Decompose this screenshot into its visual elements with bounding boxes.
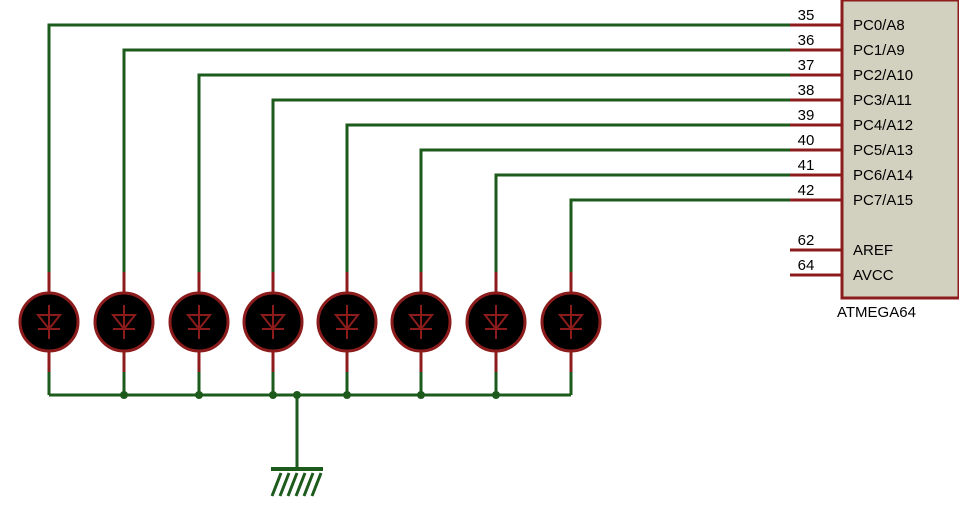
signal-wire [419, 148, 790, 272]
chip-pin[interactable]: 38 PC3/A11 [790, 82, 912, 109]
chip-pin[interactable]: 41 PC6/A14 [790, 157, 913, 184]
ground-hatch [270, 472, 283, 497]
chip-pin[interactable]: 35 PC0/A8 [790, 7, 905, 34]
pin-name: PC3/A11 [853, 92, 912, 109]
pin-number: 35 [798, 7, 815, 24]
led-icon[interactable] [465, 272, 527, 372]
diode-triangle [333, 314, 361, 331]
signal-wire [271, 98, 790, 272]
pin-name: AREF [853, 242, 893, 259]
signal-wire [122, 48, 790, 272]
led-icon[interactable] [168, 272, 230, 372]
chip-part-name: ATMEGA64 [837, 304, 916, 321]
chip-pin[interactable]: 42 PC7/A15 [790, 182, 913, 209]
ground-hatch [302, 472, 315, 497]
pin-name: AVCC [853, 267, 894, 284]
chip-pin[interactable]: 40 PC5/A13 [790, 132, 913, 159]
pin-name: PC0/A8 [853, 17, 905, 34]
pin-number: 42 [798, 182, 815, 199]
led-icon[interactable] [242, 272, 304, 372]
pin-name: PC5/A13 [853, 142, 913, 159]
led-icon[interactable] [540, 272, 602, 372]
ground-hatch [294, 472, 307, 497]
pin-number: 64 [798, 257, 815, 274]
ground-hatch [278, 472, 291, 497]
chip-pin[interactable]: 36 PC1/A9 [790, 32, 905, 59]
ground-symbol-icon[interactable] [270, 467, 323, 497]
junction-dot [492, 391, 500, 399]
led-icon[interactable] [316, 272, 378, 372]
led-icon[interactable] [93, 272, 155, 372]
led-icon[interactable] [18, 272, 80, 372]
diode-triangle [185, 314, 213, 331]
led-icon[interactable] [390, 272, 452, 372]
junction-dot [417, 391, 425, 399]
signal-wire [569, 198, 790, 272]
chip-pin[interactable]: 64 AVCC [790, 257, 894, 284]
junction-dot [120, 391, 128, 399]
ground-hatch [286, 472, 299, 497]
diode-triangle [110, 314, 138, 331]
chip-pin[interactable]: 62 AREF [790, 232, 893, 259]
microcontroller-chip[interactable]: 35 PC0/A8 36 PC1/A9 37 PC2/A10 38 PC3/A11 39 PC4/… [790, 0, 959, 321]
pin-number: 62 [798, 232, 815, 249]
pin-name: PC1/A9 [853, 42, 905, 59]
chip-body [840, 0, 959, 300]
wires-layer [47, 23, 790, 468]
junction-dot [343, 391, 351, 399]
signal-wire [47, 23, 790, 272]
pin-name: PC6/A14 [853, 167, 913, 184]
diode-triangle [259, 314, 287, 331]
pin-name: PC2/A10 [853, 67, 913, 84]
signal-wire [197, 73, 790, 272]
chip-pins: 35 PC0/A8 36 PC1/A9 37 PC2/A10 38 PC3/A11 39 PC4/… [790, 7, 913, 284]
junction-dot [269, 391, 277, 399]
pin-name: PC7/A15 [853, 192, 913, 209]
pin-number: 41 [798, 157, 815, 174]
junction-dot [195, 391, 203, 399]
pin-number: 39 [798, 107, 815, 124]
diode-triangle [407, 314, 435, 331]
pin-number: 40 [798, 132, 815, 149]
pin-number: 37 [798, 57, 815, 74]
pin-number: 38 [798, 82, 815, 99]
chip-pin[interactable]: 37 PC2/A10 [790, 57, 913, 84]
ground-hatch [310, 472, 323, 497]
chip-pin[interactable]: 39 PC4/A12 [790, 107, 913, 134]
pin-name: PC4/A12 [853, 117, 913, 134]
diode-triangle [557, 314, 585, 331]
led-array [18, 272, 602, 372]
diode-triangle [482, 314, 510, 331]
pin-number: 36 [798, 32, 815, 49]
signal-wire [494, 173, 790, 272]
signal-wire [345, 123, 790, 272]
diode-triangle [35, 314, 63, 331]
